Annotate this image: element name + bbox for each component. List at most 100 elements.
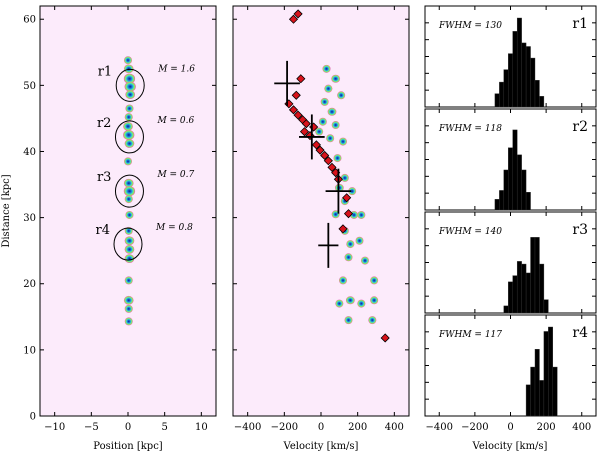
histogram-bar (534, 349, 540, 417)
histogram-bar (548, 326, 554, 417)
histogram-label: r1 (572, 16, 588, 32)
histogram-bar (512, 275, 518, 314)
histogram-bar (508, 281, 513, 314)
region-mass: M = 0.8 (155, 223, 193, 233)
velocity-blob (335, 299, 344, 308)
region-mass: M = 0.6 (156, 116, 194, 126)
region-label: r4 (96, 223, 111, 238)
region-label: r1 (98, 64, 113, 79)
position-blob (125, 210, 134, 219)
histogram-label: r3 (572, 222, 588, 238)
panel-position-x-ticks: −10 −5 0 5 10 (44, 6, 208, 433)
histogram-bar (521, 169, 527, 211)
distance-y-tick-label: 0 (30, 412, 36, 423)
region-circle (113, 227, 143, 261)
position-blob (124, 157, 132, 166)
velocity-blob (334, 183, 344, 192)
velocity-diamond (293, 9, 303, 19)
histogram-r3: FWHM = 140 r3 (424, 211, 597, 314)
histogram-bar (499, 190, 505, 211)
velocity-diamond (315, 145, 325, 155)
position-x-tick-label: 5 (161, 422, 167, 433)
distance-y-tick-label: 10 (23, 345, 36, 356)
panel-velocity-y-ticks (233, 18, 409, 417)
velocity-blob (357, 210, 366, 219)
position-x-tick-label: −10 (44, 422, 65, 433)
distance-y-tick-label: 50 (23, 81, 36, 92)
histogram-bar (508, 53, 513, 108)
velocity-diamond (293, 110, 303, 120)
histogram-bar (530, 237, 536, 314)
distance-y-tick-label: 30 (23, 213, 36, 224)
histogram-x-tick-label: −200 (461, 422, 488, 433)
histogram-bar (521, 263, 527, 314)
histogram-bar (525, 191, 531, 211)
histogram-bar (499, 81, 505, 108)
histogram-bar (512, 129, 518, 211)
velocity-diamond (327, 162, 337, 172)
velocity-blob (315, 127, 324, 136)
position-blob (124, 81, 136, 92)
position-blob (123, 295, 134, 305)
velocity-x-tick-label: 0 (318, 422, 324, 433)
position-blob (124, 195, 133, 204)
panel-velocity-blobs (315, 64, 379, 325)
velocity-blob (357, 299, 366, 308)
velocity-x-tick-label: 200 (348, 422, 367, 433)
panel-position-blobs (123, 56, 136, 326)
position-blob (124, 254, 135, 263)
velocity-blob (345, 296, 355, 305)
velocity-blob (339, 276, 347, 285)
histogram-bar (525, 272, 531, 314)
panel-position-regions: r1 M = 1.6 r2 M = 0.6 r3 M = 0.7 r4 M = 0.8 (96, 64, 195, 261)
histogram-bar (521, 42, 527, 108)
velocity-diamond (320, 150, 330, 161)
histogram-r4: FWHM = 117 r4 (424, 314, 597, 417)
position-blob (125, 90, 136, 99)
velocity-blob (333, 154, 342, 163)
histogram-fwhm: FWHM = 117 (438, 330, 502, 340)
region-mass: M = 1.6 (157, 64, 195, 74)
histogram-x-tick-label: 0 (507, 422, 513, 433)
histogram-fwhm: FWHM = 130 (438, 21, 502, 31)
region-label: r3 (97, 170, 112, 185)
velocity-diamond (288, 14, 299, 24)
histogram-bar (516, 17, 522, 108)
position-blob (124, 317, 133, 326)
velocity-blob (355, 236, 364, 245)
velocity-blob (331, 121, 340, 130)
position-blob (124, 139, 135, 148)
position-blob (124, 304, 133, 313)
velocity-blob (327, 107, 337, 116)
histogram-bar (525, 46, 531, 108)
velocity-blob (331, 74, 341, 83)
velocity-diamond (343, 209, 354, 219)
histogram-r1: FWHM = 130 r1 (424, 5, 597, 108)
panel-velocity: −400 −200 0 200 400 Velocity [km/s] (232, 5, 410, 452)
velocity-diamond (299, 127, 310, 137)
distance-y-tick-label: 20 (23, 279, 36, 290)
velocity-blob (361, 256, 369, 265)
histogram-bar (530, 366, 536, 417)
velocity-diamond (311, 140, 321, 150)
region-circle (114, 120, 144, 154)
histogram-bar (539, 380, 545, 417)
histogram-bar (539, 263, 545, 314)
histogram-bar (494, 199, 500, 211)
velocity-blob (324, 84, 333, 93)
histogram-label: r4 (572, 325, 588, 341)
velocity-blob (318, 117, 327, 126)
position-blob (123, 73, 136, 84)
velocity-diamond (296, 74, 306, 84)
histogram-bar (539, 96, 545, 108)
velocity-blob (346, 240, 355, 249)
position-blob (123, 178, 134, 188)
histogram-label: r2 (572, 119, 588, 135)
velocity-blob (370, 276, 379, 285)
histogram-bar (512, 31, 518, 108)
panel-histograms-xlabel: Velocity [km/s] (472, 441, 548, 452)
velocity-blob (337, 91, 346, 100)
position-x-tick-label: 0 (125, 422, 131, 433)
panel-position-xlabel: Position [kpc] (93, 441, 162, 452)
histogram-bar (516, 261, 522, 314)
